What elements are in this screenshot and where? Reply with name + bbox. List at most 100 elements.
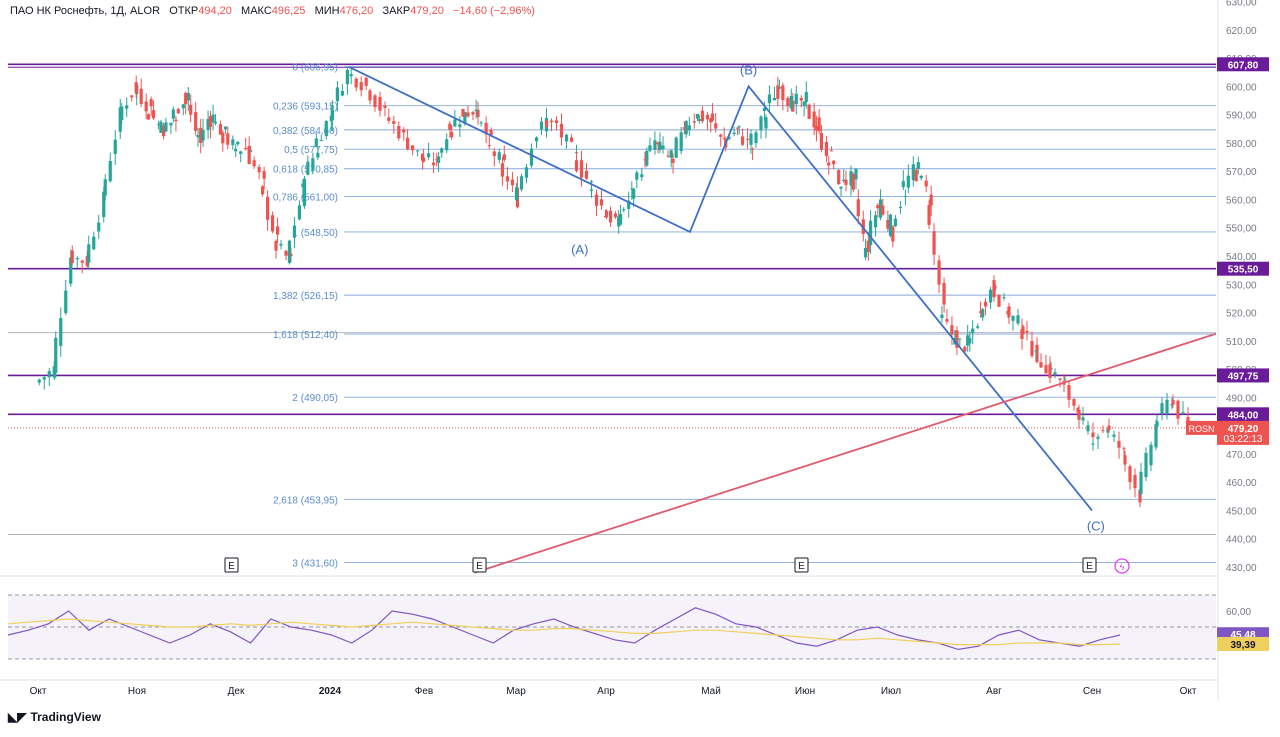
candle-body [489, 129, 493, 135]
event-marker-label: E [228, 561, 235, 572]
candle-body [69, 257, 73, 284]
candle-body [666, 155, 670, 157]
candle-body [275, 226, 280, 235]
candle-body [906, 175, 910, 188]
candle-body [221, 132, 225, 144]
candle-body [505, 176, 510, 182]
candle-body [1044, 365, 1048, 374]
candle-body [1101, 430, 1105, 432]
rsi-value-label: 45,48 [1230, 630, 1255, 641]
close-label: ЗАКР [382, 5, 411, 17]
candle-body [945, 319, 949, 322]
candle-body [594, 194, 599, 206]
candle-body [916, 162, 920, 169]
candle-body [59, 318, 63, 346]
candle-body [421, 153, 425, 161]
candle-body [102, 191, 106, 217]
candle-body [903, 196, 908, 198]
candle-body [839, 186, 843, 189]
candle-body [911, 164, 915, 181]
candle-body [914, 169, 918, 182]
candle-body [1081, 417, 1085, 421]
tradingview-logo[interactable]: ◣◤ TradingView [8, 710, 101, 724]
candle-body [817, 117, 821, 132]
y-tick-label: 540,00 [1226, 252, 1257, 263]
candle-body [151, 110, 156, 119]
candle-body [762, 107, 767, 111]
candle-body [978, 311, 983, 313]
candle-body [236, 141, 240, 145]
candle-body [335, 87, 339, 102]
candle-body [544, 120, 549, 127]
candle-body [955, 330, 959, 348]
candle-body [549, 120, 554, 123]
candle-body [997, 294, 1001, 307]
candle-body [898, 206, 903, 209]
candle-body [471, 112, 475, 115]
y-tick-label: 600,00 [1226, 82, 1257, 93]
candle-body [929, 194, 933, 206]
candle-body [674, 137, 678, 158]
x-tick-label: Ноя [128, 686, 146, 697]
candle-body [87, 244, 91, 263]
candle-body [643, 159, 647, 161]
candle-body [919, 175, 923, 179]
candle-body [988, 289, 993, 303]
candle-body [932, 231, 936, 255]
candle-body [174, 119, 178, 122]
candle-body [1035, 344, 1039, 363]
candle-body [684, 121, 688, 135]
candle-body [1058, 378, 1062, 380]
candle-body [942, 282, 946, 305]
candle-body [786, 97, 790, 107]
candle-body [727, 137, 731, 139]
candle-body [630, 188, 634, 190]
candle-body [37, 379, 41, 383]
candle-body [349, 74, 353, 77]
candle-body [234, 148, 238, 152]
x-tick-label: Фев [415, 686, 433, 697]
x-tick-label: Июл [881, 686, 901, 697]
candle-body [802, 101, 806, 106]
candle-body [608, 210, 613, 223]
y-tick-label: 430,00 [1226, 563, 1257, 574]
candle-body [617, 216, 621, 227]
candle-body [564, 134, 569, 142]
candle-body [492, 151, 496, 157]
candle-body [466, 112, 470, 117]
candle-body [750, 148, 755, 150]
candle-body [819, 133, 824, 150]
candle-body [1016, 315, 1020, 324]
candle-body [103, 179, 107, 196]
candle-body [878, 199, 883, 218]
close-value: 479,20 [410, 5, 444, 17]
candle-body [458, 124, 462, 128]
candle-body [324, 121, 328, 137]
candle-body [208, 116, 213, 128]
candle-body [340, 90, 344, 96]
candle-body [589, 181, 594, 183]
candle-body [247, 145, 251, 165]
candle-body [635, 172, 639, 180]
candle-body [645, 150, 649, 166]
candle-body [223, 126, 228, 130]
candle-body [450, 131, 454, 138]
candle-body [697, 119, 701, 122]
x-tick-label: Май [701, 686, 721, 697]
last-price-tag [1217, 420, 1269, 445]
candle-body [514, 187, 519, 201]
lightning-icon [1114, 558, 1130, 574]
rsi-ma-value-label: 39,39 [1230, 640, 1255, 651]
candle-body [740, 136, 745, 145]
candle-body [1034, 350, 1038, 352]
candle-body [159, 121, 163, 133]
candle-body [1117, 440, 1121, 448]
candle-body [722, 138, 726, 140]
candle-body [113, 139, 117, 154]
candle-body [881, 205, 885, 215]
fib-level-label: 0,382 (584,60) [273, 126, 338, 137]
candle-body [149, 99, 153, 107]
y-tick-label: 550,00 [1226, 224, 1257, 235]
